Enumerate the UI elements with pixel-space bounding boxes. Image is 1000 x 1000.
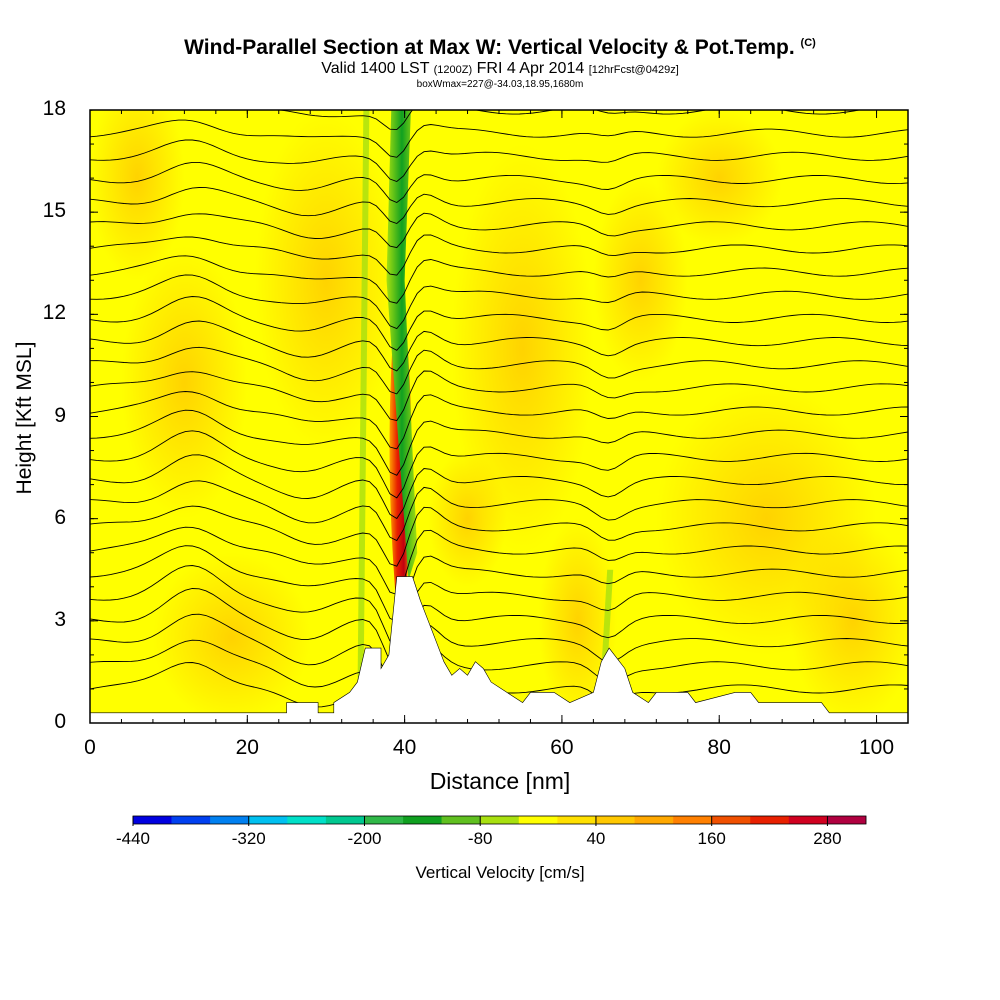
x-tick-label: 40 [392,736,417,759]
terrain-profile [90,576,908,723]
subtitle-utc: (1200Z) [433,64,473,76]
isentrope [90,212,908,249]
isentrope [90,296,908,351]
y-axis-label: Height [Kft MSL] [13,341,36,495]
isentropes [90,110,908,723]
x-tick-label: 60 [550,736,574,759]
isentrope [90,545,908,623]
colorbar-tick-label: -440 [115,829,151,848]
isentrope [90,505,908,567]
colorbar-swatch [711,816,751,824]
y-tick-label: 12 [42,301,66,325]
colorbar-tick-label: -320 [231,829,266,848]
colorbar-swatch [133,816,172,824]
isentrope [90,346,908,395]
terrain [90,576,908,723]
field-patch [152,552,311,723]
subtitle-valid: Valid 1400 LST [321,60,430,77]
y-tick-label: 18 [42,97,66,120]
isentrope [90,639,908,713]
colorbar-swatch [557,816,597,824]
x-tick-label: 100 [859,736,895,759]
colorbar-swatch [364,816,404,824]
isentrope [90,454,908,520]
y-tick-label: 15 [42,199,66,223]
x-tick-label: 0 [84,736,96,759]
y-tick-label: 0 [54,710,66,733]
y-tick-label: 6 [54,505,66,529]
colorbar-swatch [827,816,867,824]
isentrope [90,613,908,689]
field-patch [790,518,908,723]
colorbar-swatch [788,816,828,824]
colorbar-swatch [518,816,558,824]
colorbar-label: Vertical Velocity [cm/s] [415,863,585,882]
colorbar-tick-label: -80 [467,829,493,848]
isentrope [90,187,908,225]
colorbar-swatch [750,816,790,824]
colorbar-swatch [210,816,250,824]
colorbar-swatch [325,816,365,824]
isentrope [90,119,908,158]
colorbar-swatch [248,816,288,824]
chart-subtitle: Valid 1400 LST (1200Z) FRI 4 Apr 2014 [1… [0,60,1000,78]
field-patch [451,144,594,553]
field-patch [428,450,507,587]
x-axis-label: Distance [nm] [429,768,571,794]
isentrope [90,161,908,204]
colorbar-tick-label: 280 [813,829,842,848]
colorbar-tick-label: -200 [347,829,382,848]
isentrope [90,480,908,542]
field-patch [593,178,688,383]
field-patch [121,246,248,519]
colorbar-tick-label: 40 [586,829,606,848]
colorbar-tick-label: 160 [697,829,726,848]
isentrope [90,430,908,499]
colorbar-swatch [595,816,635,824]
field-patch [90,110,185,281]
isentrope [90,234,908,276]
axis-ticks [89,109,909,724]
subtitle-date: FRI 4 Apr 2014 [476,60,585,77]
x-tick-label: 80 [707,736,731,759]
isentrope [90,370,908,422]
weak-downdraft [357,110,370,706]
isentrope [90,409,908,476]
x-tick-label: 20 [235,736,259,759]
colorbar-swatch [171,816,211,824]
colorbar [132,815,867,826]
subtitle-forecast: [12hrFcst@0429z] [588,64,679,76]
colorbar-swatch [673,816,712,824]
velocity-field [90,110,908,723]
box-info: boxWmax=227@-34.03,18.95,1680m [416,79,584,90]
isentrope [90,320,908,372]
copyright-mark: (C) [800,37,816,49]
isentrope [90,391,908,450]
colorbar-swatch [634,816,674,824]
field-patch [538,518,617,723]
colorbar-swatch [287,816,327,824]
field-patch [656,110,783,247]
isentrope [90,588,908,667]
colorbar-swatch [441,816,481,824]
chart-title: Wind-Parallel Section at Max W: Vertical… [184,36,816,59]
isentrope [90,255,908,304]
colorbar-swatch [480,816,520,824]
isentrope [90,565,908,647]
isentrope [90,274,908,330]
y-tick-label: 9 [54,403,66,427]
y-tick-label: 3 [54,607,66,631]
isentrope [90,526,908,596]
colorbar-swatch [403,816,442,824]
weak-downdraft [601,569,614,672]
isentrope [90,139,908,183]
